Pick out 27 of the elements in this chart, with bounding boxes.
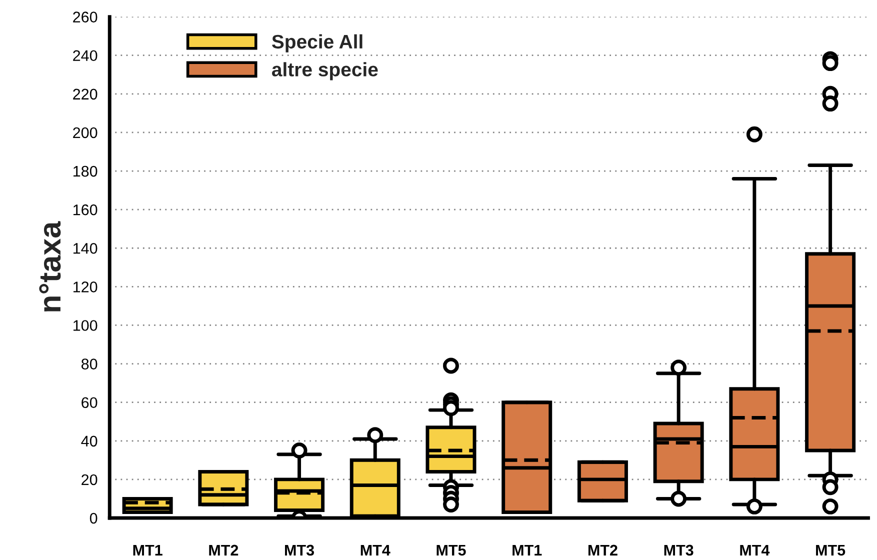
y-tick-label: 260: [73, 12, 98, 22]
y-tick-label: 60: [82, 397, 98, 408]
x-tick-label: MT5: [436, 544, 466, 556]
y-tick-label: 0: [90, 512, 98, 524]
x-tick-label: MT4: [740, 544, 770, 556]
y-tick-label: 20: [82, 474, 98, 486]
y-tick-label: 140: [73, 242, 98, 254]
x-tick-label: MT5: [816, 544, 846, 556]
y-tick-label: 160: [73, 204, 98, 216]
y-tick-label: 80: [81, 358, 98, 370]
y-tick-label: 180: [73, 166, 98, 177]
x-tick-label: MT1: [512, 544, 542, 556]
x-tick-label: MT3: [285, 544, 314, 556]
x-tick-label: MT1: [133, 544, 162, 556]
y-tick-label: 40: [81, 436, 98, 447]
x-tick-label: MT2: [209, 544, 238, 556]
x-tick-label: MT4: [360, 544, 390, 556]
legend-label: altre specie: [272, 62, 378, 80]
y-tick-label: 100: [73, 320, 98, 331]
y-axis-title: n°taxa: [39, 221, 61, 312]
legend-label: Specie All: [272, 34, 362, 52]
y-tick-label: 240: [73, 50, 98, 62]
y-tick-label: 220: [73, 88, 98, 100]
x-tick-label: MT3: [664, 544, 694, 556]
y-tick-label: 200: [73, 127, 98, 138]
x-tick-label: MT2: [588, 544, 618, 556]
y-tick-label: 120: [73, 282, 98, 292]
